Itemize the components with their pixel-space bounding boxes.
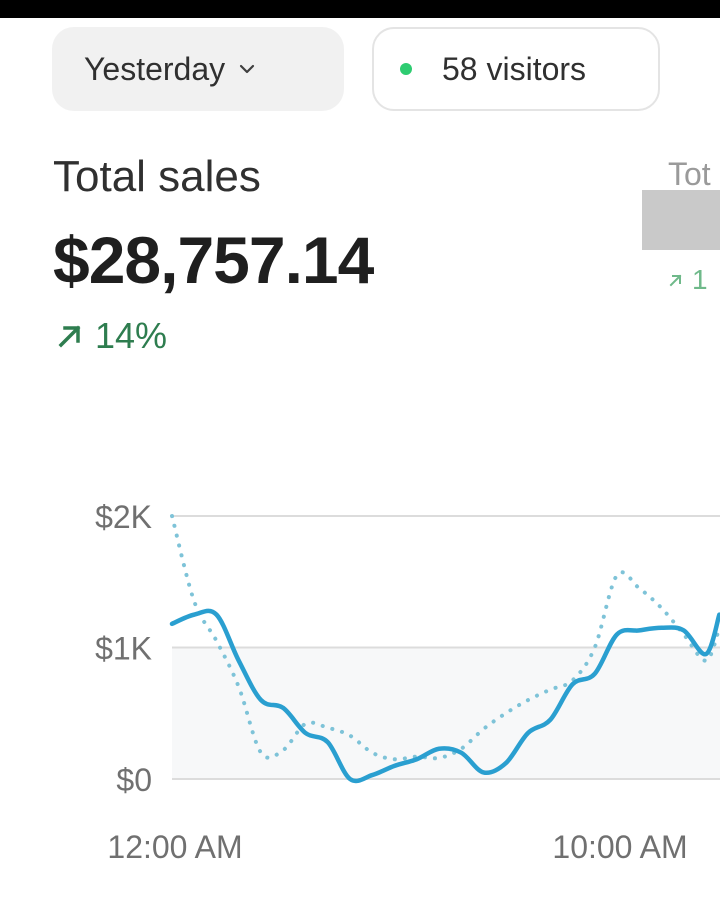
- second-metric-change-value: 1: [692, 264, 708, 295]
- sales-line-chart: $2K $1K $0 12:00 AM 10:00 AM: [95, 499, 720, 865]
- x-tick-label: 10:00 AM: [552, 829, 687, 865]
- sales-series-line: [169, 608, 720, 784]
- metric-title: Total sales: [53, 152, 261, 201]
- chevron-down-icon: [239, 61, 255, 77]
- second-metric-change: 1: [668, 264, 708, 296]
- metric-change: 14%: [55, 315, 167, 357]
- x-tick-label: 12:00 AM: [107, 829, 242, 865]
- live-dot-icon: [400, 63, 412, 75]
- metric-value: $28,757.14: [53, 223, 374, 297]
- date-range-dropdown[interactable]: Yesterday: [52, 27, 344, 111]
- second-metric-value-redacted: [642, 190, 720, 250]
- y-tick-label: $0: [116, 762, 152, 798]
- arrow-up-right-icon: [58, 325, 81, 348]
- live-visitors-button[interactable]: 58 visitors: [372, 27, 660, 111]
- y-tick-label: $2K: [95, 499, 152, 535]
- chart-band: [172, 647, 720, 779]
- date-range-label: Yesterday: [84, 50, 226, 87]
- metric-change-value: 14%: [95, 315, 168, 356]
- status-bar: [0, 0, 720, 18]
- y-tick-label: $1K: [95, 631, 152, 667]
- comparison-series-line: [170, 514, 720, 762]
- second-metric-title[interactable]: Tot: [668, 156, 711, 192]
- visitors-label: 58 visitors: [442, 50, 587, 87]
- arrow-up-right-icon: [669, 274, 682, 287]
